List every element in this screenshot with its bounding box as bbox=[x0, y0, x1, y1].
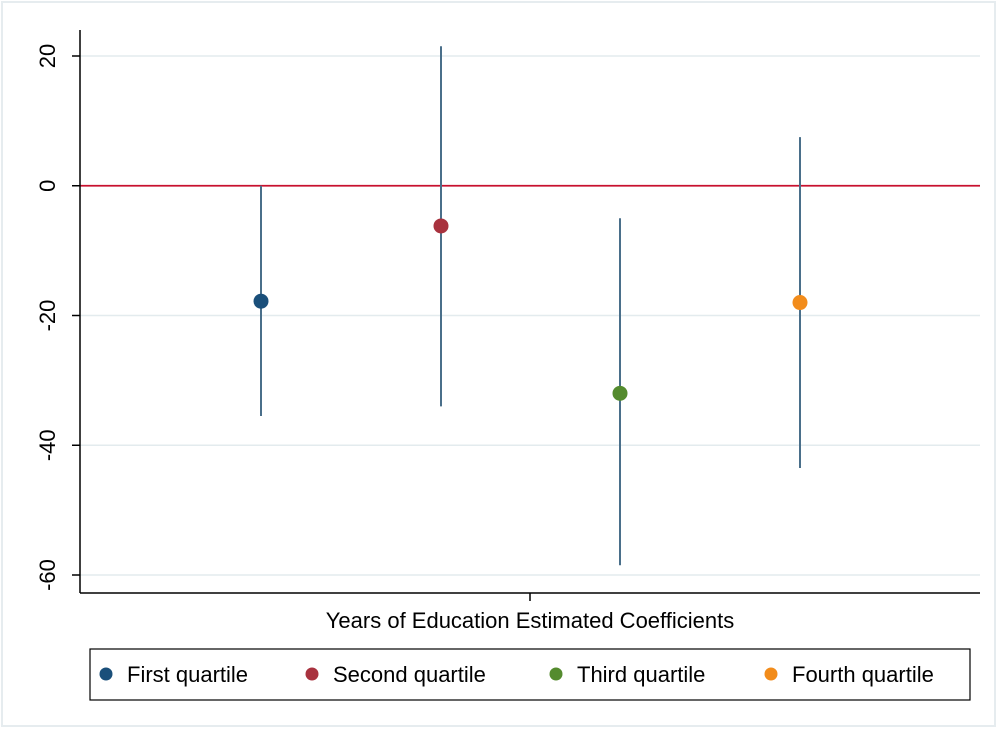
legend-label: Second quartile bbox=[333, 662, 486, 687]
axes bbox=[79, 30, 980, 601]
legend-label: First quartile bbox=[127, 662, 248, 687]
legend-label: Fourth quartile bbox=[792, 662, 934, 687]
x-axis-label: Years of Education Estimated Coefficient… bbox=[326, 608, 734, 633]
y-tick-label: 0 bbox=[35, 180, 60, 192]
estimate-point bbox=[253, 293, 269, 309]
legend-marker bbox=[549, 667, 563, 681]
legend-label: Third quartile bbox=[577, 662, 705, 687]
estimate-points bbox=[253, 218, 808, 401]
y-axis-ticks: 20 0 -20 -40 -60 bbox=[35, 44, 80, 591]
legend-marker bbox=[764, 667, 778, 681]
legend: First quartile Second quartile Third quart… bbox=[89, 648, 971, 701]
y-tick-label: -20 bbox=[35, 300, 60, 332]
estimate-point bbox=[433, 218, 449, 234]
legend-marker bbox=[99, 667, 113, 681]
estimate-point bbox=[612, 385, 628, 401]
legend-marker bbox=[305, 667, 319, 681]
y-tick-label: 20 bbox=[35, 44, 60, 68]
y-tick-label: -40 bbox=[35, 429, 60, 461]
estimate-point bbox=[792, 295, 808, 311]
legend-box bbox=[89, 648, 971, 701]
y-tick-label: -60 bbox=[35, 559, 60, 591]
